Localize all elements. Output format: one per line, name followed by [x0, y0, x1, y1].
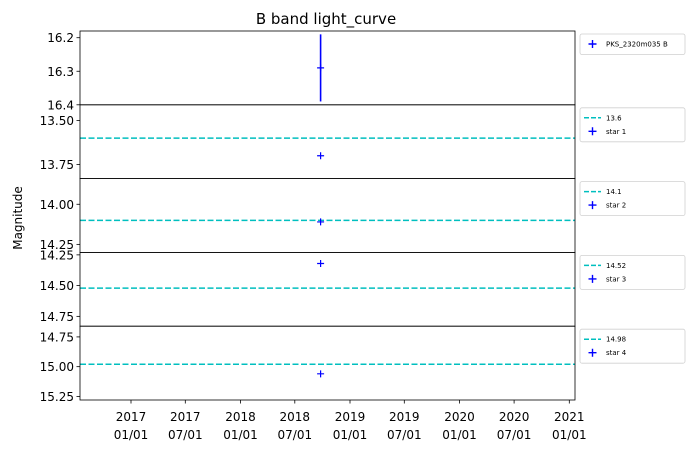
legend-label: 14.98: [606, 336, 626, 344]
legend-1: PKS_2320m035 B: [579, 33, 686, 55]
y-tick-label: 14.75: [40, 330, 74, 344]
legend-box: [579, 254, 686, 290]
panel-frame: [79, 30, 576, 106]
y-tick-label: 14.00: [40, 198, 74, 212]
x-tick-label-year: 2017: [170, 410, 201, 424]
x-tick-label-date: 07/01: [168, 428, 203, 442]
y-tick-label: 14.25: [40, 238, 74, 252]
x-tick-label-date: 01/01: [223, 428, 258, 442]
legend-point-marker: [588, 274, 597, 283]
x-tick-label-year: 2017: [116, 410, 147, 424]
panels: 16.216.316.413.5013.7514.0014.2514.2514.…: [40, 30, 576, 404]
x-tick-label-date: 01/01: [333, 428, 368, 442]
y-tick-label: 16.2: [47, 31, 74, 45]
y-tick-label: 14.25: [40, 248, 74, 262]
legend-3: 14.1 star 2: [579, 181, 686, 217]
x-tick-label-date: 01/01: [114, 428, 149, 442]
legend-box: [579, 181, 686, 217]
x-tick-label-year: 2020: [444, 410, 475, 424]
panel-1: 16.2 16.3 16.4: [47, 30, 576, 112]
legend-point-marker: [588, 348, 597, 357]
y-tick-label: 16.4: [47, 98, 74, 112]
legend-point-marker: [588, 201, 597, 210]
x-tick-label-date: 07/01: [387, 428, 422, 442]
panel-3: 14.00 14.25: [40, 178, 576, 253]
y-axis-label: Magnitude: [11, 186, 25, 250]
y-tick-label: 14.75: [40, 310, 74, 324]
legend-label: star 2: [606, 202, 626, 210]
y-tick-label: 15.25: [40, 390, 74, 404]
legend-label: 13.6: [606, 114, 622, 122]
legend-point-marker: [588, 40, 597, 48]
legends: PKS_2320m035 B 13.6 star 1 14.1 star 2 14.52 s…: [579, 33, 686, 364]
legend-point-marker: [588, 127, 597, 136]
data-point: [317, 152, 325, 160]
y-tick-label: 15.00: [40, 360, 74, 374]
legend-label: star 3: [606, 275, 626, 283]
legend-4: 14.52 star 3: [579, 254, 686, 290]
x-tick-label-date: 01/01: [442, 428, 477, 442]
legend-box: [579, 328, 686, 364]
data-point: [317, 218, 325, 226]
legend-label: star 4: [606, 349, 627, 357]
legend-box: [579, 33, 686, 55]
chart-title: B band light_curve: [256, 10, 396, 29]
x-axis: 2017 01/01 2017 07/01 2018 01/01 2018 07/01 2019…: [114, 400, 587, 442]
panel-frame: [79, 251, 576, 327]
legend-label: PKS_2320m035 B: [606, 41, 668, 49]
y-tick-label: 14.50: [40, 279, 74, 293]
panel-frame: [79, 178, 576, 253]
panel-frame: [79, 104, 576, 180]
legend-box: [579, 107, 686, 143]
x-tick-label-date: 07/01: [278, 428, 313, 442]
x-tick-label-year: 2018: [225, 410, 256, 424]
x-tick-label-year: 2019: [389, 410, 420, 424]
legend-5: 14.98 star 4: [579, 328, 686, 364]
x-tick-label-date: 01/01: [552, 428, 587, 442]
data-point: [317, 370, 325, 378]
x-tick-label-year: 2020: [499, 410, 530, 424]
legend-label: star 1: [606, 128, 626, 136]
legend-label: 14.1: [606, 188, 622, 196]
panel-5: 14.75 15.00 15.25: [40, 325, 576, 404]
x-tick-label-date: 07/01: [497, 428, 532, 442]
panel-4: 14.25 14.50 14.75: [40, 248, 576, 327]
legend-label: 14.52: [606, 262, 626, 270]
data-point: [317, 259, 325, 267]
x-tick-label-year: 2018: [280, 410, 311, 424]
x-tick-label-year: 2021: [554, 410, 585, 424]
x-tick-label-year: 2019: [335, 410, 366, 424]
data-point: [317, 64, 325, 72]
panel-2: 13.50 13.75: [40, 104, 576, 180]
legend-2: 13.6 star 1: [579, 107, 686, 143]
y-tick-label: 13.50: [40, 114, 74, 128]
y-tick-label: 16.3: [47, 65, 74, 79]
panel-frame: [79, 325, 576, 401]
y-tick-label: 13.75: [40, 158, 74, 172]
